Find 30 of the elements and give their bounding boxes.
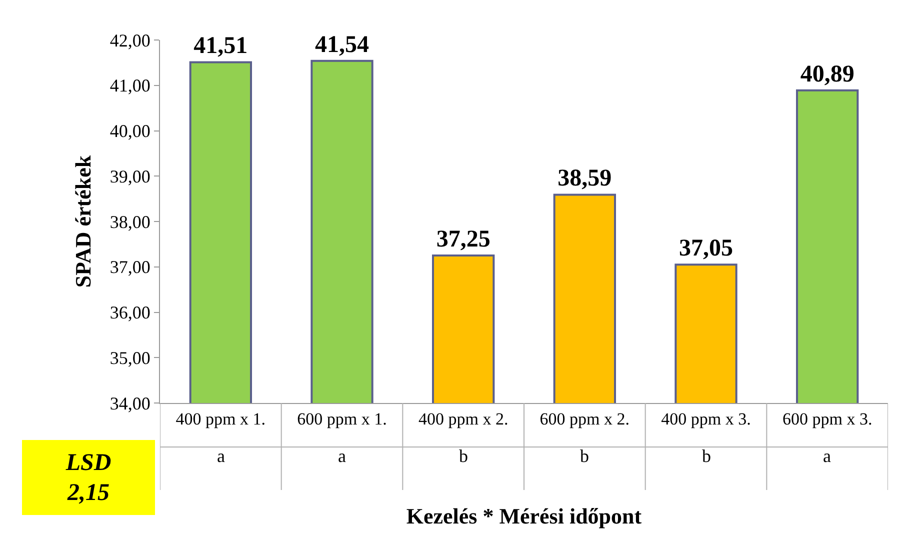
x-tick-label: 600 ppm x 3. [782,409,872,428]
y-tick-label: 41,00 [110,76,150,96]
data-label: 37,25 [436,226,490,253]
y-tick-label: 39,00 [110,166,150,186]
data-label: 37,05 [679,236,733,262]
x-axis-title: Kezelés * Mérési időpont [406,503,642,528]
y-tick-label: 37,00 [110,257,150,278]
y-tick-label: 42,00 [110,30,150,50]
text: b [702,446,711,466]
data-label: 41,51 [194,33,248,60]
data-label: 41,54 [315,32,369,58]
x-tick-label: 400 ppm x 3. [661,409,751,428]
y-tick-label: 35,00 [110,348,150,368]
data-label: 40,89 [800,61,854,88]
text: a [823,446,831,466]
text: LSD 2,15 [22,440,155,515]
text: a [217,446,225,466]
y-tick-label: 40,00 [110,121,150,142]
text: b [580,446,589,466]
text: a [338,446,346,466]
x-tick-label: 600 ppm x 1. [297,409,387,428]
x-tick-label: 400 ppm x 1. [176,409,266,428]
y-tick-label: 34,00 [110,393,150,414]
y-axis-title: SPAD értékek [70,154,96,288]
text: b [459,446,468,466]
x-tick-label: 400 ppm x 2. [418,409,508,428]
x-tick-label: 600 ppm x 2. [540,409,630,428]
y-tick-label: 38,00 [110,212,150,232]
data-label: 38,59 [558,166,612,192]
y-tick-label: 36,00 [110,302,150,323]
